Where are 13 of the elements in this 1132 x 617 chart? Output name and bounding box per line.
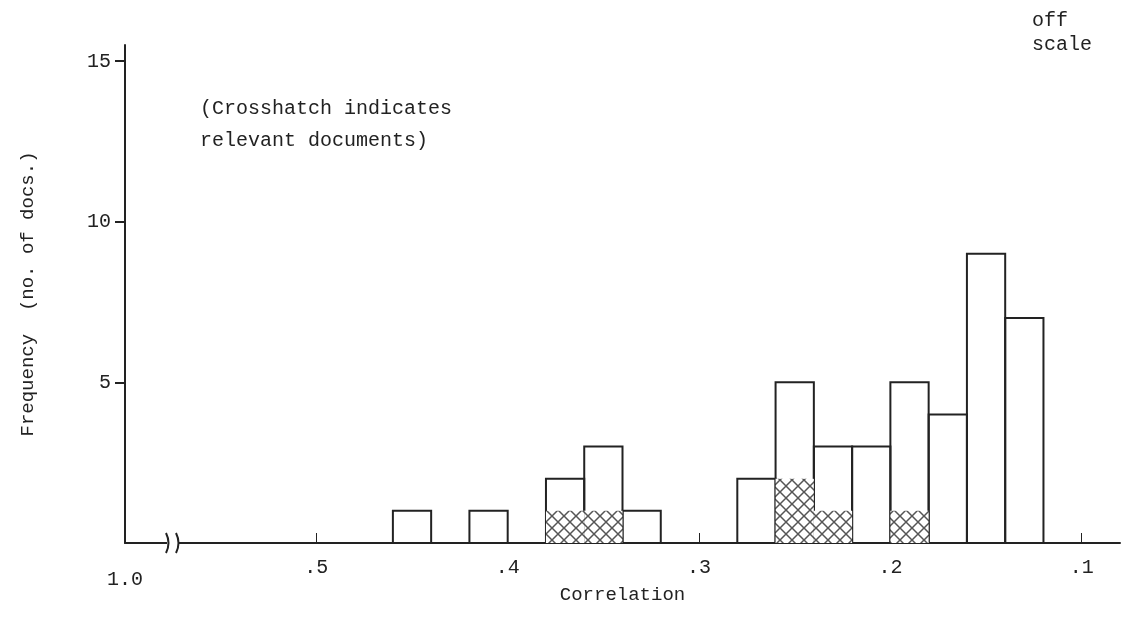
x-tick-label: .3 <box>687 555 712 579</box>
annotation: off scale <box>1032 8 1093 56</box>
x-tick-label: .5 <box>304 555 329 579</box>
y-tick-label: 10 <box>86 210 111 234</box>
annotation: (Crosshatch indicates relevant documents) <box>200 96 453 152</box>
x-axis-title: Correlation <box>559 583 686 606</box>
y-tick-label: 5 <box>98 370 111 394</box>
x-tick-label: .1 <box>1069 555 1094 579</box>
y-axis-title: Frequency (no. of docs.) <box>16 151 39 437</box>
y-tick-label: 15 <box>86 49 111 73</box>
text: 1.0 <box>106 567 144 591</box>
x-tick-label: .4 <box>495 555 520 579</box>
x-tick-label: .2 <box>878 555 903 579</box>
